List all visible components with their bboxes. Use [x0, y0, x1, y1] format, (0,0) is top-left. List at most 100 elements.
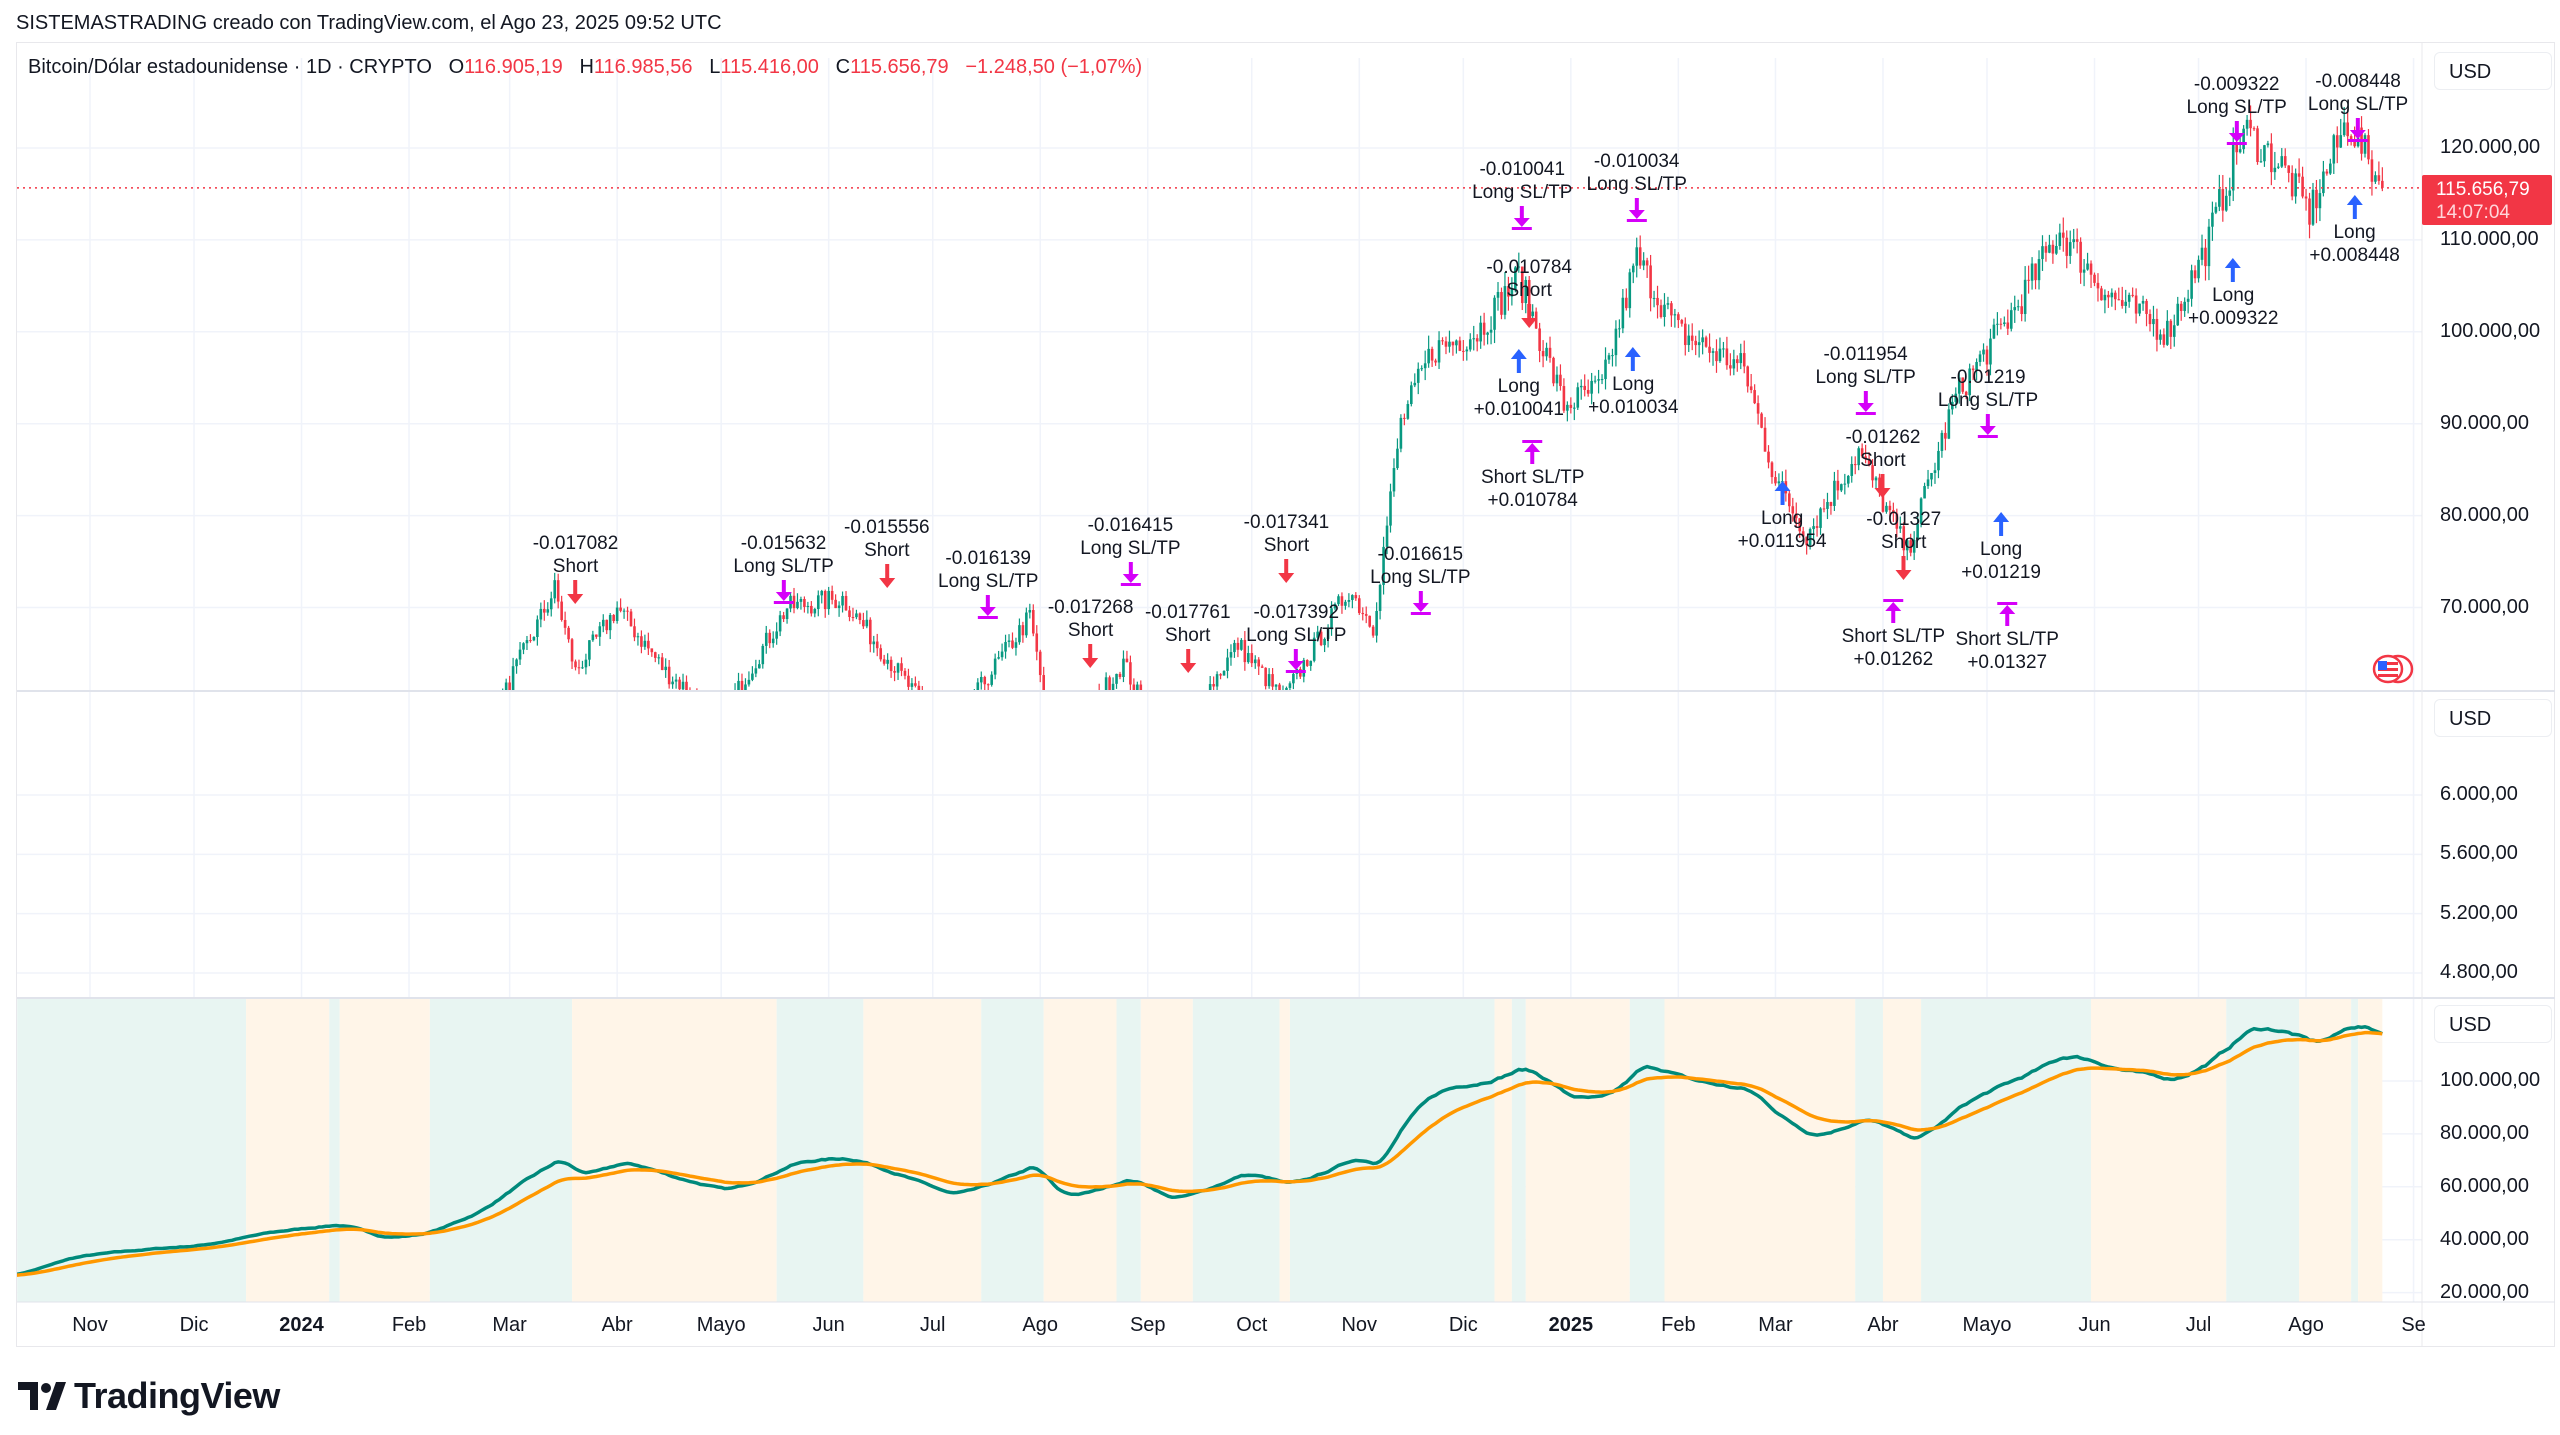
candle-down — [2169, 320, 2173, 337]
candle-up — [785, 608, 789, 620]
regime-band-bull — [1629, 998, 1665, 1302]
tradingview-logo[interactable]: TradingView — [18, 1375, 280, 1417]
regime-band-bull — [1192, 998, 1280, 1302]
symbol-legend[interactable]: Bitcoin/Dólar estadounidense · 1D · CRYP… — [28, 56, 1142, 79]
candle-down — [1763, 427, 1767, 452]
candle-down — [889, 659, 893, 672]
candle-up — [1337, 596, 1340, 605]
candle-down — [1944, 432, 1947, 439]
candle-down — [595, 634, 598, 637]
candle-down — [1153, 722, 1156, 741]
candle-down — [2370, 159, 2374, 182]
candle-up — [1666, 303, 1670, 305]
candle-down — [338, 831, 341, 842]
candle-down — [1250, 653, 1254, 664]
bottom-currency-button[interactable]: USD — [2434, 1005, 2552, 1043]
candle-up — [2294, 173, 2297, 197]
candle-up — [549, 598, 553, 610]
candle-down — [1444, 341, 1448, 347]
regime-band-bear — [1525, 998, 1630, 1302]
candle-up — [737, 680, 740, 690]
candle-up — [1060, 742, 1063, 754]
candle-down — [556, 580, 560, 602]
candle-up — [1957, 377, 1961, 394]
candle-down — [1430, 348, 1434, 361]
candle-up — [1285, 687, 1288, 690]
candle-up — [1465, 349, 1469, 352]
candle-up — [2266, 143, 2270, 146]
candle-down — [1038, 651, 1042, 676]
candle-up — [674, 679, 678, 682]
candle-up — [598, 626, 602, 637]
regime-band-bear — [2299, 998, 2352, 1302]
candle-down — [1746, 366, 1750, 387]
candle-up — [1074, 725, 1077, 737]
middle-currency-button[interactable]: USD — [2434, 699, 2552, 737]
candle-up — [1652, 297, 1656, 299]
candle-up — [1916, 523, 1919, 541]
candle-down — [99, 924, 102, 926]
candle-up — [2086, 263, 2089, 270]
candle-up — [2159, 334, 2162, 340]
candle-down — [172, 908, 175, 909]
candle-up — [1926, 479, 1930, 487]
candle-up — [2072, 239, 2075, 243]
candle-up — [2041, 246, 2044, 260]
candle-down — [942, 727, 945, 730]
candle-up — [1874, 477, 1878, 481]
candle-up — [318, 826, 321, 841]
candle-down — [1708, 346, 1711, 353]
candle-down — [1164, 745, 1167, 750]
candle-down — [792, 595, 796, 609]
candle-down — [2349, 136, 2353, 141]
candle-down — [2100, 288, 2103, 301]
candle-up — [1600, 379, 1604, 381]
candle-up — [186, 905, 189, 910]
time-tick-label: Nov — [72, 1314, 108, 1336]
candle-up — [1701, 337, 1704, 343]
candle-down — [844, 595, 848, 611]
candle-down — [377, 884, 380, 889]
regime-band-bear — [1140, 998, 1193, 1302]
candle-up — [1479, 322, 1482, 342]
candle-down — [1053, 734, 1056, 748]
regime-band-bear — [339, 998, 430, 1302]
candle-down — [2075, 239, 2079, 242]
candle-up — [120, 923, 123, 924]
candle-up — [151, 909, 154, 912]
candle-up — [1309, 660, 1313, 666]
candle-down — [148, 908, 151, 912]
candle-up — [1233, 642, 1236, 653]
candle-down — [924, 701, 927, 707]
candle-down — [2360, 127, 2363, 154]
candle-up — [283, 849, 286, 850]
candle-down — [1434, 360, 1437, 363]
regime-band-bull — [2226, 998, 2300, 1302]
candle-down — [563, 619, 567, 628]
candle-up — [2374, 175, 2377, 182]
candle-up — [1406, 404, 1410, 419]
candle-down — [1354, 595, 1358, 599]
main-currency-button[interactable]: USD — [2434, 52, 2552, 90]
candle-up — [401, 863, 404, 874]
candle-down — [1534, 311, 1538, 329]
candle-up — [1468, 339, 1472, 350]
candle-down — [1520, 266, 1524, 304]
us-flag-icon[interactable] — [2364, 654, 2414, 684]
candle-down — [2096, 282, 2100, 289]
candle-up — [681, 681, 685, 690]
candle-up — [2103, 294, 2107, 301]
candle-down — [1361, 612, 1365, 615]
candle-up — [963, 705, 966, 709]
price-tick-label: 5.600,00 — [2440, 842, 2518, 865]
candle-up — [1316, 631, 1319, 638]
candle-up — [949, 728, 952, 732]
candle-up — [2242, 128, 2245, 150]
candle-down — [723, 709, 726, 721]
candle-up — [820, 590, 824, 596]
candle-up — [1396, 448, 1399, 469]
candle-up — [439, 822, 442, 840]
candle-down — [2381, 180, 2384, 188]
candle-down — [1822, 508, 1826, 510]
